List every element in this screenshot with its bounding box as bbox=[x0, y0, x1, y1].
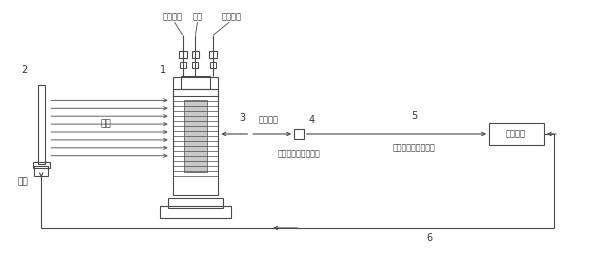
Bar bbox=[173, 89, 219, 96]
Bar bbox=[160, 206, 231, 218]
Text: 绝缘光纤传感数据线: 绝缘光纤传感数据线 bbox=[393, 143, 436, 152]
Text: 吹风: 吹风 bbox=[101, 120, 111, 129]
Bar bbox=[173, 77, 219, 195]
Text: 红外射线: 红外射线 bbox=[258, 116, 278, 125]
Text: 低压套管: 低压套管 bbox=[162, 13, 183, 22]
Bar bbox=[192, 62, 198, 68]
Text: 控制模块: 控制模块 bbox=[506, 129, 526, 139]
Text: 3: 3 bbox=[239, 113, 246, 123]
Text: 高压套管: 高压套管 bbox=[221, 13, 241, 22]
Text: 2: 2 bbox=[21, 65, 28, 75]
Bar bbox=[489, 123, 544, 145]
Bar bbox=[38, 84, 45, 164]
Text: 4: 4 bbox=[309, 115, 315, 125]
Bar bbox=[210, 62, 216, 68]
Text: 6: 6 bbox=[426, 233, 432, 243]
Bar bbox=[168, 198, 223, 208]
Bar bbox=[33, 162, 50, 168]
Bar bbox=[192, 51, 199, 58]
Text: 铁芯: 铁芯 bbox=[192, 13, 202, 22]
Text: 5: 5 bbox=[412, 111, 418, 121]
Text: 1: 1 bbox=[159, 65, 166, 75]
Bar bbox=[180, 62, 186, 68]
Bar bbox=[183, 100, 207, 172]
Text: 喷气: 喷气 bbox=[18, 177, 29, 186]
Text: 绝缘红外测温传感器: 绝缘红外测温传感器 bbox=[277, 149, 320, 158]
Bar bbox=[180, 76, 210, 89]
Bar bbox=[210, 51, 217, 58]
Bar bbox=[179, 51, 186, 58]
Bar bbox=[294, 129, 304, 139]
Bar bbox=[34, 166, 48, 176]
